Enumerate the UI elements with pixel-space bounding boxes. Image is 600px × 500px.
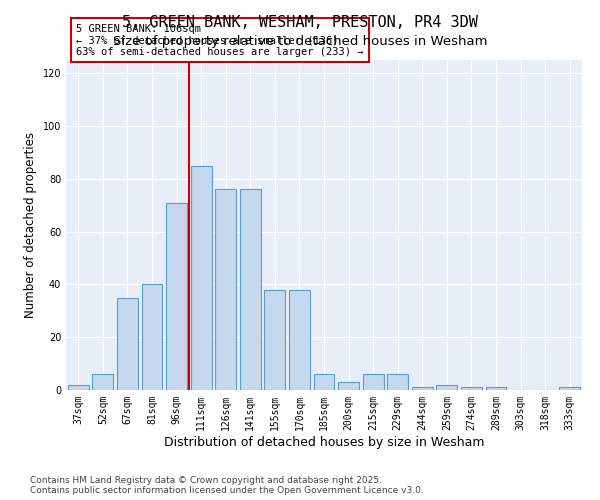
Bar [215,190,236,390]
X-axis label: Distribution of detached houses by size in Wesham: Distribution of detached houses by size … [164,436,484,448]
Bar [166,202,187,390]
Bar [461,388,482,390]
Text: Size of property relative to detached houses in Wesham: Size of property relative to detached ho… [113,35,487,48]
Text: 5, GREEN BANK, WESHAM, PRESTON, PR4 3DW: 5, GREEN BANK, WESHAM, PRESTON, PR4 3DW [122,15,478,30]
Bar [142,284,163,390]
Bar [289,290,310,390]
Bar [559,388,580,390]
Bar [240,190,261,390]
Bar [362,374,383,390]
Bar [436,384,457,390]
Bar [191,166,212,390]
Bar [68,384,89,390]
Bar [92,374,113,390]
Text: Contains HM Land Registry data © Crown copyright and database right 2025.
Contai: Contains HM Land Registry data © Crown c… [30,476,424,495]
Bar [117,298,138,390]
Bar [387,374,408,390]
Bar [265,290,286,390]
Text: 5 GREEN BANK: 106sqm
← 37% of detached houses are smaller (136)
63% of semi-deta: 5 GREEN BANK: 106sqm ← 37% of detached h… [76,24,364,56]
Bar [338,382,359,390]
Bar [485,388,506,390]
Y-axis label: Number of detached properties: Number of detached properties [24,132,37,318]
Bar [412,388,433,390]
Bar [314,374,334,390]
